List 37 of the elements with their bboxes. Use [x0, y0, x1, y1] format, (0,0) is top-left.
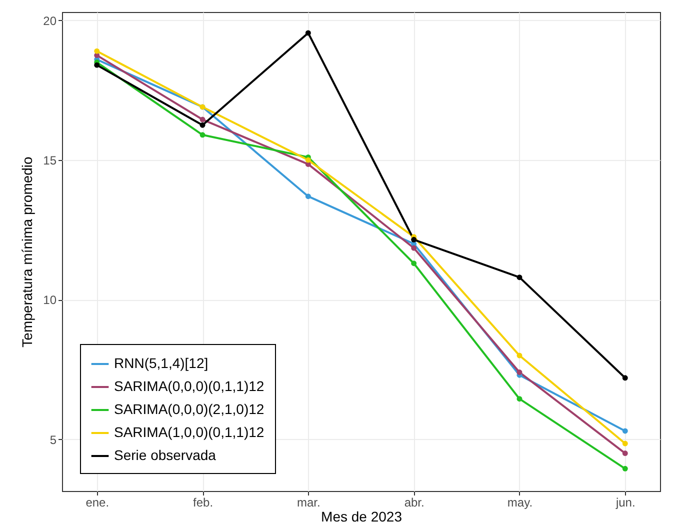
point — [516, 274, 522, 280]
point — [516, 352, 522, 358]
legend-label: SARIMA(0,0,0)(0,1,1)12 — [114, 378, 264, 394]
point — [200, 132, 206, 138]
point — [516, 396, 522, 402]
x-tick-label: mar. — [297, 496, 320, 510]
x-tick-label: ene. — [86, 496, 110, 510]
y-tick-label: 20 — [43, 14, 57, 28]
legend-label: Serie observada — [114, 447, 216, 463]
legend-label: SARIMA(0,0,0)(2,1,0)12 — [114, 401, 264, 417]
point — [94, 62, 100, 68]
x-tick-label: jun. — [614, 496, 636, 510]
point — [200, 116, 206, 122]
y-tick-label: 15 — [43, 154, 57, 168]
point — [516, 370, 522, 376]
y-axis-title: Temperatura mínima promedio — [19, 156, 36, 348]
y-tick-label: 10 — [43, 293, 57, 308]
point — [411, 236, 417, 242]
point — [411, 260, 417, 266]
x-tick-label: may. — [507, 496, 533, 510]
x-axis-title: Mes de 2023 — [321, 508, 402, 524]
point — [305, 157, 311, 163]
point — [305, 194, 311, 200]
point — [411, 245, 417, 251]
legend-label: SARIMA(1,0,0)(0,1,1)12 — [114, 424, 264, 440]
point — [622, 440, 628, 446]
y-tick-label: 5 — [50, 432, 57, 447]
point — [622, 375, 628, 381]
point — [622, 428, 628, 434]
x-tick-label: abr. — [404, 496, 424, 510]
point — [94, 48, 100, 54]
point — [305, 30, 311, 36]
legend-label: RNN(5,1,4)[12] — [114, 355, 208, 371]
point — [200, 122, 206, 128]
point — [622, 466, 628, 472]
x-tick-label: feb. — [193, 496, 214, 510]
point — [622, 450, 628, 456]
